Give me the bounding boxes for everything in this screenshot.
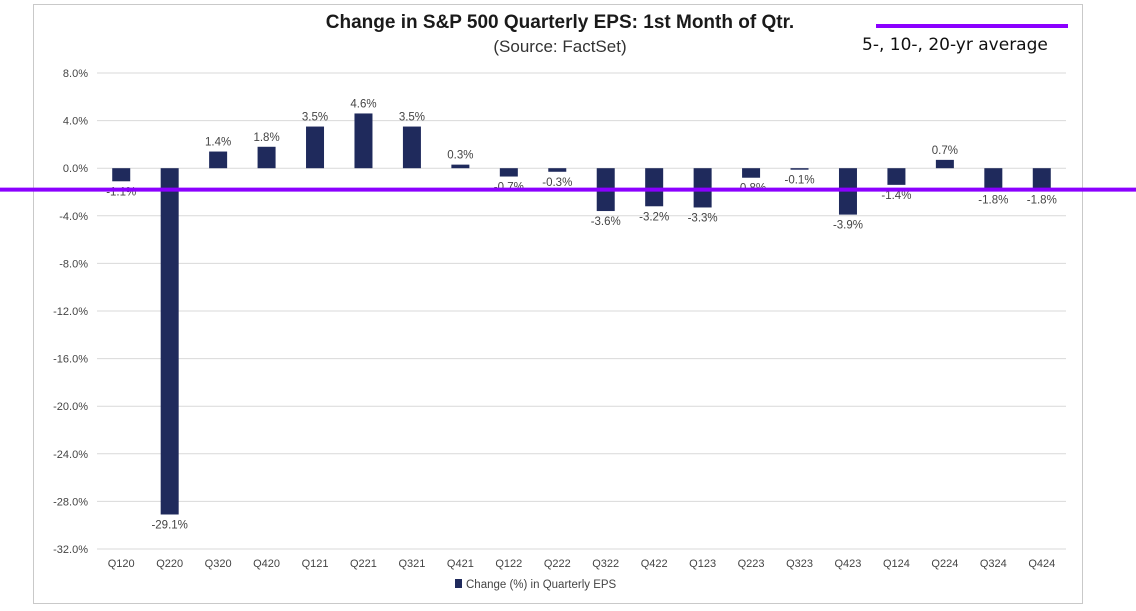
x-tick-q123: Q123 <box>689 558 716 570</box>
data-labels: -1.1%-29.1%1.4% 1.8%3.5%4.6%3.5%0.3%-0.7%… <box>106 98 1057 531</box>
data-label-q422: -3.2% <box>639 211 669 223</box>
y-tick-label: -24.0% <box>53 449 88 461</box>
bar-q122 <box>499 168 518 177</box>
data-label-q222: -0.3% <box>542 177 572 189</box>
data-label-q122: -0.7% <box>494 182 524 194</box>
legend-swatch <box>455 579 462 588</box>
y-tick-label: -20.0% <box>53 401 88 413</box>
y-tick-label: -8.0% <box>59 258 88 270</box>
bar-q321 <box>402 126 421 169</box>
data-label-q224: 0.7% <box>932 145 958 157</box>
y-tick-label: 4.0% <box>63 116 88 128</box>
bar-q221 <box>354 113 373 169</box>
data-label-q423: -3.9% <box>833 220 863 232</box>
bar-q224 <box>935 159 954 169</box>
x-tick-q120: Q120 <box>108 558 135 570</box>
data-label-q424: -1.8% <box>1027 195 1057 207</box>
x-tick-q122: Q122 <box>495 558 522 570</box>
bar-q120 <box>112 168 131 182</box>
legend-label: Change (%) in Quarterly EPS <box>466 579 617 591</box>
x-axis-ticks: Q120 Q220 Q320 Q420 Q121 Q221 Q321 Q421 Q122 Q222… <box>108 558 1055 570</box>
bar-q223 <box>742 168 761 178</box>
x-tick-q224: Q224 <box>931 558 958 570</box>
bar-q222 <box>548 168 567 172</box>
y-tick-label: 0.0% <box>63 163 88 175</box>
bar-q124 <box>887 168 906 185</box>
data-label-q324: -1.8% <box>978 195 1008 207</box>
y-tick-label: -4.0% <box>59 211 88 223</box>
bar-q320 <box>209 151 228 169</box>
data-label-q323: -0.1% <box>785 174 815 186</box>
data-label-q123: -3.3% <box>688 212 718 224</box>
data-label-q321: 3.5% <box>399 112 425 124</box>
data-label-q121: 3.5% <box>302 112 328 124</box>
y-tick-label: -12.0% <box>53 306 88 318</box>
x-tick-q222: Q222 <box>544 558 571 570</box>
bar-q324 <box>984 168 1003 190</box>
x-tick-q322: Q322 <box>592 558 619 570</box>
bar-q421 <box>451 164 470 169</box>
data-label-q124: -1.4% <box>881 190 911 202</box>
y-tick-label: -16.0% <box>53 354 88 366</box>
gridlines <box>97 72 1066 550</box>
x-tick-q323: Q323 <box>786 558 813 570</box>
x-tick-q223: Q223 <box>738 558 765 570</box>
data-label-q220: -29.1% <box>151 519 187 531</box>
data-label-q221: 4.6% <box>350 98 376 110</box>
y-axis-ticks: 8.0% 4.0% 0.0% -4.0% -8.0% -12.0% -16.0% -20.0%… <box>53 68 88 556</box>
x-tick-q121: Q121 <box>302 558 329 570</box>
y-tick-label: 8.0% <box>63 68 88 80</box>
x-tick-q422: Q422 <box>641 558 668 570</box>
data-label-q421: 0.3% <box>447 150 473 162</box>
average-overlay <box>0 24 1136 192</box>
bar-q121 <box>306 126 325 169</box>
bar-q323 <box>790 168 809 170</box>
data-label-q420: 1.8% <box>253 132 279 144</box>
chart-title: Change in S&P 500 Quarterly EPS: 1st Mon… <box>325 12 795 33</box>
x-tick-q220: Q220 <box>156 558 183 570</box>
y-tick-label: -28.0% <box>53 496 88 508</box>
x-tick-q420: Q420 <box>253 558 280 570</box>
x-tick-q421: Q421 <box>447 558 474 570</box>
x-tick-q320: Q320 <box>205 558 232 570</box>
x-tick-q124: Q124 <box>883 558 910 570</box>
x-tick-q424: Q424 <box>1028 558 1055 570</box>
x-tick-q423: Q423 <box>835 558 862 570</box>
bar-q422 <box>645 168 664 207</box>
average-legend-label: 5-, 10-, 20-yr average <box>862 35 1048 55</box>
legend: Change (%) in Quarterly EPS <box>455 579 617 591</box>
x-tick-q324: Q324 <box>980 558 1007 570</box>
x-tick-q221: Q221 <box>350 558 377 570</box>
chart-subtitle: (Source: FactSet) <box>493 37 627 56</box>
y-tick-label: -32.0% <box>53 544 88 556</box>
bars <box>112 113 1051 515</box>
bar-q420 <box>257 146 276 169</box>
x-tick-q321: Q321 <box>398 558 425 570</box>
bar-q220 <box>160 168 179 515</box>
data-label-q322: -3.6% <box>591 216 621 228</box>
bar-q424 <box>1032 168 1051 190</box>
chart-frame <box>33 4 1083 604</box>
data-label-q320: 1.4% <box>205 137 231 149</box>
